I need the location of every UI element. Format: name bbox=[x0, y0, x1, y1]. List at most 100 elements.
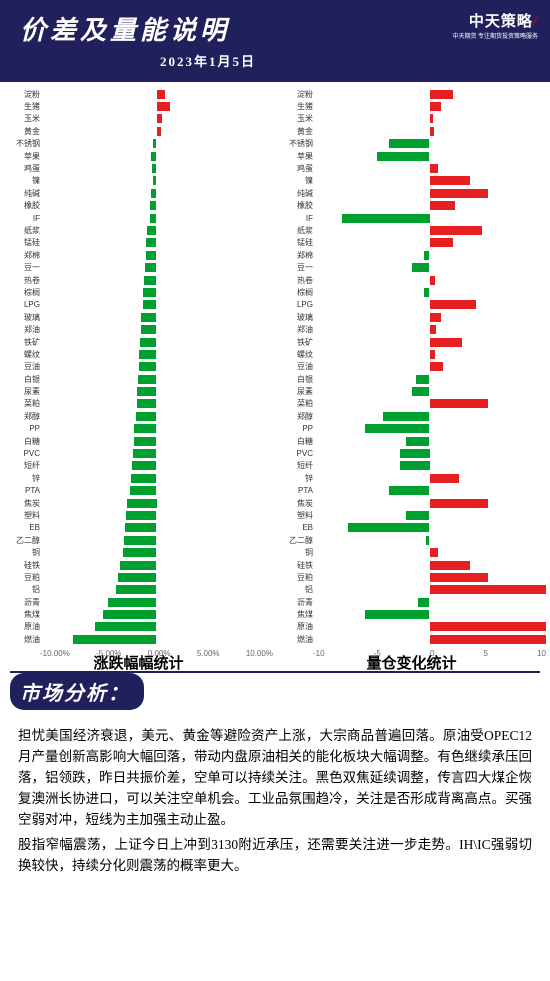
bar bbox=[132, 461, 156, 470]
category-label: PVC bbox=[4, 449, 40, 458]
category-label: 豆一 bbox=[4, 262, 40, 273]
bar bbox=[118, 573, 156, 582]
x-tick: 5.00% bbox=[197, 649, 220, 658]
category-label: IF bbox=[4, 214, 40, 223]
category-label: 镍 bbox=[277, 175, 313, 186]
category-label: 铁矿 bbox=[277, 337, 313, 348]
chart-row: 纯碱 bbox=[277, 187, 546, 199]
bar-area bbox=[40, 461, 273, 470]
bar bbox=[430, 201, 456, 210]
bar-area bbox=[313, 338, 546, 347]
bar bbox=[430, 474, 459, 483]
x-tick: 10.00% bbox=[246, 649, 273, 658]
category-label: 橡胶 bbox=[4, 200, 40, 211]
category-label: 燃油 bbox=[277, 634, 313, 645]
chart-row: 焦炭 bbox=[4, 497, 273, 509]
chart-row: EB bbox=[277, 522, 546, 534]
bar-area bbox=[40, 598, 273, 607]
bar-area bbox=[313, 375, 546, 384]
bar bbox=[147, 226, 156, 235]
bar-area bbox=[313, 300, 546, 309]
chart-row: 郑棉 bbox=[4, 249, 273, 261]
category-label: 白银 bbox=[277, 374, 313, 385]
bar-area bbox=[40, 412, 273, 421]
bar-area bbox=[40, 114, 273, 123]
x-axis: -10-50510 bbox=[313, 646, 546, 658]
bar bbox=[430, 622, 547, 631]
category-label: 橡胶 bbox=[277, 200, 313, 211]
category-label: 锌 bbox=[277, 473, 313, 484]
bar bbox=[430, 585, 547, 594]
category-label: PTA bbox=[4, 486, 40, 495]
chart-row: 沥青 bbox=[4, 596, 273, 608]
chart-row: 焦煤 bbox=[4, 608, 273, 620]
bar bbox=[143, 300, 157, 309]
bar bbox=[130, 486, 157, 495]
bar-area bbox=[313, 90, 546, 99]
bar-area bbox=[313, 214, 546, 223]
bar-area bbox=[313, 313, 546, 322]
bar bbox=[103, 610, 157, 619]
chart-row: 不锈钢 bbox=[4, 138, 273, 150]
category-label: 菜粕 bbox=[277, 398, 313, 409]
category-label: 生猪 bbox=[4, 101, 40, 112]
bar bbox=[430, 399, 488, 408]
bar bbox=[406, 437, 429, 446]
category-label: 纯碱 bbox=[4, 188, 40, 199]
bar bbox=[146, 251, 156, 260]
bar-area bbox=[313, 201, 546, 210]
bar-area bbox=[40, 300, 273, 309]
category-label: LPG bbox=[277, 300, 313, 309]
bar bbox=[124, 536, 157, 545]
category-label: 豆油 bbox=[277, 361, 313, 372]
x-tick: -10.00% bbox=[40, 649, 70, 658]
bar-area bbox=[40, 263, 273, 272]
chart-row: 燃油 bbox=[277, 633, 546, 645]
bar bbox=[430, 127, 435, 136]
chart-row: 生猪 bbox=[277, 100, 546, 112]
bar bbox=[157, 90, 165, 99]
chart-row: 硅铁 bbox=[277, 559, 546, 571]
chart-row: 玉米 bbox=[4, 113, 273, 125]
bar-area bbox=[313, 362, 546, 371]
bar bbox=[400, 449, 429, 458]
chart-row: 黄金 bbox=[277, 125, 546, 137]
bar-area bbox=[313, 350, 546, 359]
chart-row: 鸡蛋 bbox=[277, 162, 546, 174]
category-label: 塑料 bbox=[277, 510, 313, 521]
bar-area bbox=[40, 561, 273, 570]
category-label: 白糖 bbox=[4, 436, 40, 447]
chart-row: 铝 bbox=[4, 584, 273, 596]
bar bbox=[144, 276, 157, 285]
category-label: 郑油 bbox=[4, 324, 40, 335]
category-label: 铝 bbox=[4, 584, 40, 595]
bar-area bbox=[40, 238, 273, 247]
category-label: 焦炭 bbox=[277, 498, 313, 509]
chart-row: 苹果 bbox=[4, 150, 273, 162]
bar bbox=[383, 412, 430, 421]
category-label: 原油 bbox=[4, 621, 40, 632]
x-tick: -10 bbox=[313, 649, 325, 658]
category-label: 焦炭 bbox=[4, 498, 40, 509]
bar bbox=[123, 548, 157, 557]
bar-area bbox=[40, 387, 273, 396]
chart-row: 豆油 bbox=[4, 361, 273, 373]
category-label: 郑棉 bbox=[277, 250, 313, 261]
bar bbox=[108, 598, 157, 607]
bar bbox=[136, 412, 157, 421]
category-label: 苹果 bbox=[277, 151, 313, 162]
bar-area bbox=[313, 610, 546, 619]
chart-row: 锌 bbox=[277, 472, 546, 484]
bar bbox=[430, 164, 438, 173]
category-label: 铝 bbox=[277, 584, 313, 595]
bar-area bbox=[313, 127, 546, 136]
bar-area bbox=[40, 152, 273, 161]
category-label: 菜粕 bbox=[4, 398, 40, 409]
bar-area bbox=[313, 573, 546, 582]
analysis-body: 担忧美国经济衰退，美元、黄金等避险资产上涨，大宗商品普遍回落。原油受OPEC12… bbox=[0, 718, 550, 900]
category-label: 鸡蛋 bbox=[277, 163, 313, 174]
bar bbox=[430, 548, 438, 557]
bar-area bbox=[313, 536, 546, 545]
chart-row: PP bbox=[277, 423, 546, 435]
bar-area bbox=[313, 226, 546, 235]
